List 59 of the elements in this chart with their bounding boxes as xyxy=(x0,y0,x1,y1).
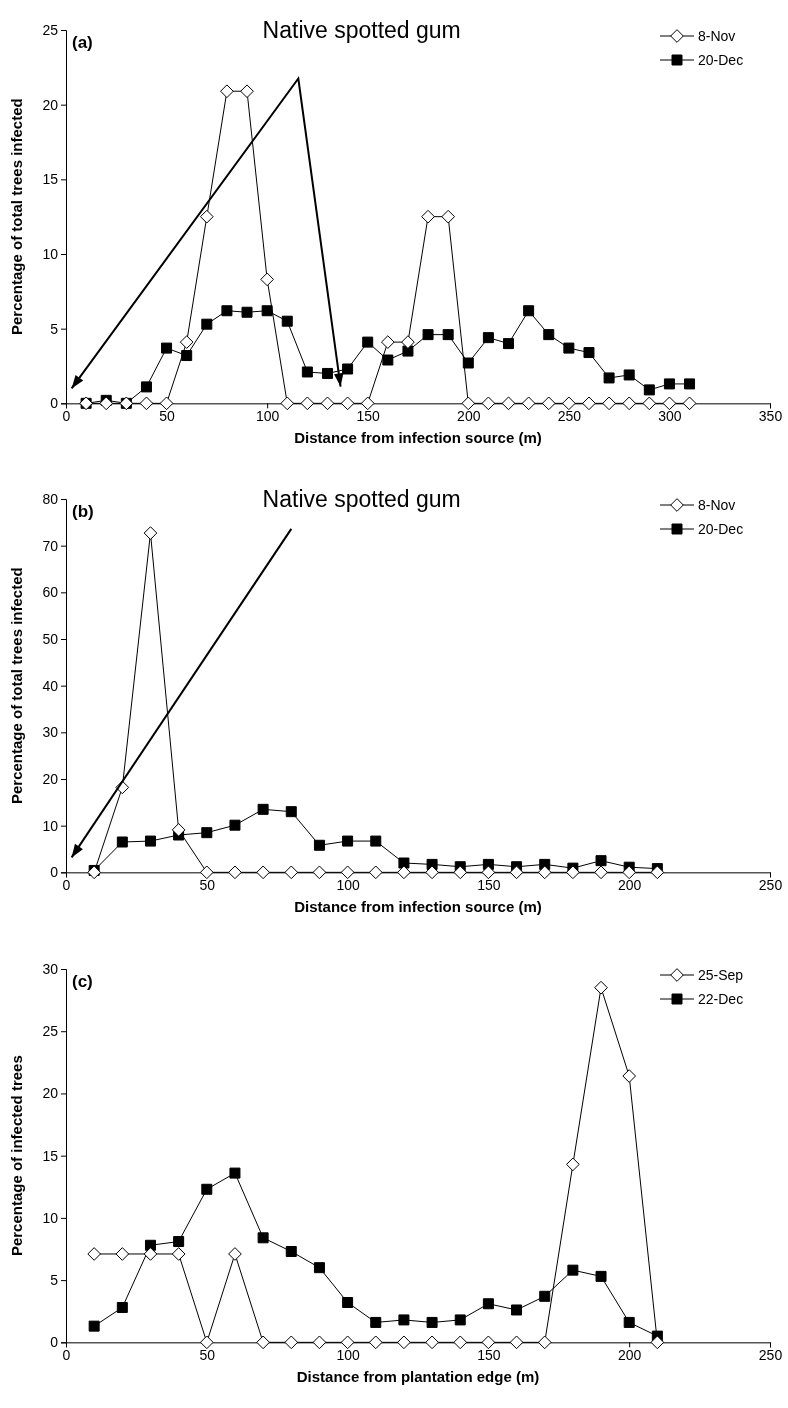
x-tick-label: 200 xyxy=(618,877,642,894)
y-tick-label: 30 xyxy=(42,724,59,741)
x-tick-label: 100 xyxy=(336,1346,360,1363)
annotation: (b) xyxy=(72,502,94,522)
legend-label: 8-Nov xyxy=(698,497,736,514)
annotation: (c) xyxy=(72,971,93,991)
legend-label: 22-Dec xyxy=(698,990,744,1007)
y-tick-label: 5 xyxy=(50,1271,59,1288)
y-tick-label: 20 xyxy=(42,771,59,788)
y-tick-label: 0 xyxy=(50,864,59,881)
chart-title: Native spotted gum xyxy=(262,486,461,513)
x-axis-title: Distance from infection source (m) xyxy=(294,429,542,447)
y-tick-label: 50 xyxy=(42,631,59,648)
y-axis-title: Percentage of total trees infected xyxy=(8,98,25,336)
y-tick-label: 0 xyxy=(50,1333,59,1350)
y-tick-label: 10 xyxy=(42,817,59,834)
legend-label: 20-Dec xyxy=(698,52,744,68)
x-tick-label: 0 xyxy=(62,408,71,425)
x-tick-label: 350 xyxy=(758,408,783,425)
x-tick-label: 0 xyxy=(62,1346,71,1363)
x-tick-label: 150 xyxy=(477,1346,501,1363)
y-tick-label: 10 xyxy=(42,1209,59,1226)
x-tick-label: 150 xyxy=(477,877,501,894)
y-tick-label: 25 xyxy=(42,21,59,38)
x-tick-label: 150 xyxy=(356,408,381,425)
y-axis-title: Percentage of infected trees xyxy=(8,1054,25,1256)
y-tick-label: 25 xyxy=(42,1022,59,1039)
y-tick-label: 20 xyxy=(42,96,59,113)
x-tick-label: 0 xyxy=(62,877,71,894)
x-axis-title: Distance from plantation edge (m) xyxy=(296,1367,540,1385)
x-tick-label: 250 xyxy=(758,1346,783,1363)
annotation: (a) xyxy=(72,33,93,52)
y-tick-label: 10 xyxy=(42,245,59,262)
y-tick-label: 15 xyxy=(42,1147,59,1164)
x-tick-label: 200 xyxy=(457,408,481,425)
y-tick-label: 40 xyxy=(42,677,59,694)
y-tick-label: 20 xyxy=(42,1085,59,1102)
x-tick-label: 100 xyxy=(336,877,360,894)
x-tick-label: 300 xyxy=(658,408,682,425)
y-tick-label: 80 xyxy=(42,491,59,508)
y-tick-label: 15 xyxy=(42,171,59,188)
x-tick-label: 100 xyxy=(255,408,280,425)
y-tick-label: 60 xyxy=(42,584,59,601)
y-tick-label: 5 xyxy=(50,320,59,337)
y-tick-label: 70 xyxy=(42,537,59,554)
x-tick-label: 250 xyxy=(557,408,582,425)
x-tick-label: 250 xyxy=(758,877,783,894)
legend-label: 8-Nov xyxy=(698,28,736,44)
y-axis-title: Percentage of total trees infected xyxy=(8,567,25,805)
y-tick-label: 0 xyxy=(50,395,59,412)
y-tick-label: 30 xyxy=(42,960,59,977)
x-tick-label: 50 xyxy=(199,877,216,894)
legend-label: 25-Sep xyxy=(698,966,744,983)
legend-label: 20-Dec xyxy=(698,521,744,538)
x-axis-title: Distance from infection source (m) xyxy=(294,898,542,916)
chart-title: Native spotted gum xyxy=(262,17,461,43)
x-tick-label: 200 xyxy=(618,1346,642,1363)
x-tick-label: 50 xyxy=(159,408,176,425)
x-tick-label: 50 xyxy=(199,1346,216,1363)
